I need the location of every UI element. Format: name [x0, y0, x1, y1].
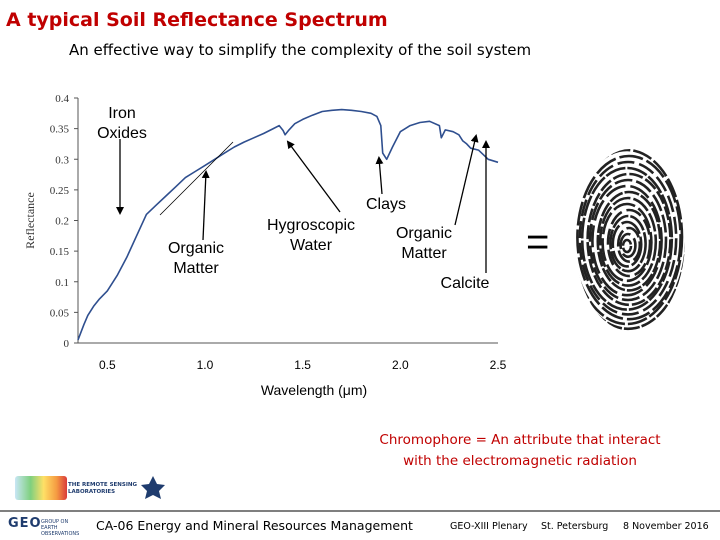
slide-title: A typical Soil Reflectance Spectrum [6, 9, 388, 31]
fingerprint-ridge [621, 238, 633, 254]
fingerprint-ridge [619, 232, 637, 259]
geo-logo: GEO GROUP ON EARTH OBSERVATIONS [8, 516, 79, 538]
annotation-label: Matter [173, 260, 219, 277]
annotation-label: Iron [108, 105, 136, 122]
annotation-label: Matter [401, 245, 447, 262]
fingerprint-ridge [588, 178, 668, 302]
annotation-label: Water [290, 237, 333, 254]
annotation-arrow [201, 170, 210, 241]
y-tick-label: 0.4 [55, 93, 69, 105]
fingerprint-image [575, 149, 685, 331]
y-tick-label: 0.2 [55, 216, 69, 228]
y-tick-label: 0.25 [50, 185, 70, 197]
footer-city: St. Petersburg [541, 521, 609, 532]
y-tick-label: 0.3 [55, 154, 69, 166]
y-tick-label: 0.1 [55, 277, 69, 289]
x-tick-label: 2.0 [392, 358, 409, 372]
fingerprint-ridge [580, 166, 674, 311]
annotation-label: Oxides [97, 125, 147, 142]
footer-date: 8 November 2016 [623, 521, 709, 532]
y-axis-title: Reflectance [23, 192, 37, 249]
annotation-guide-line [159, 141, 234, 216]
fingerprint-ridge [609, 214, 647, 273]
fingerprint-ridge [575, 149, 685, 331]
y-tick-label: 0.35 [50, 124, 70, 136]
chromophore-note: Chromophore = An attribute that interact… [360, 430, 680, 472]
spectrum-line [77, 108, 499, 341]
fingerprint-ridge [616, 226, 642, 263]
annotation-arrow [454, 134, 479, 226]
chromophore-line-1: Chromophore = An attribute that interact [379, 432, 661, 448]
remote-sensing-logo-line-1: THE REMOTE SENSING [68, 482, 138, 488]
geo-logo-mark: GEO [8, 516, 42, 531]
footer-session-title: CA-06 Energy and Mineral Resources Manag… [96, 518, 413, 533]
fingerprint-ridge [596, 190, 662, 292]
fingerprint-ridge [598, 196, 658, 287]
annotation-label: Organic [396, 225, 452, 242]
y-tick-label: 0.15 [50, 246, 70, 258]
y-tick-label: 0 [64, 338, 70, 350]
university-emblem-icon [141, 476, 165, 499]
fingerprint-ridge [575, 149, 684, 326]
y-tick-label: 0.05 [50, 307, 70, 319]
footer-event: GEO-XIII Plenary [450, 521, 528, 532]
chromophore-line-2: with the electromagnetic radiation [403, 453, 637, 469]
fingerprint-ridge [591, 184, 663, 297]
x-tick-label: 0.5 [99, 358, 116, 372]
x-tick-label: 1.0 [197, 358, 214, 372]
geo-logo-sub-line-2: EARTH OBSERVATIONS [41, 525, 80, 537]
annotation-label: Calcite [441, 275, 490, 292]
fingerprint-ridge [611, 220, 643, 268]
fingerprint-ridge [576, 154, 682, 321]
x-axis-title: Wavelength (μm) [261, 382, 367, 398]
x-tick-label: 2.5 [490, 358, 507, 372]
x-tick-label: 1.5 [294, 358, 311, 372]
remote-sensing-logo-line-2: LABORATORIES [68, 489, 116, 495]
geo-logo-sub-line-1: GROUP ON [41, 519, 69, 525]
annotation-arrow [375, 156, 384, 195]
fingerprint-ridge [606, 208, 652, 278]
annotation-arrow [286, 140, 341, 213]
equals-sign: = [526, 220, 550, 264]
geo-logo-subtext: GROUP ON EARTH OBSERVATIONS [41, 519, 81, 537]
fingerprint-ridge [601, 202, 653, 283]
remote-sensing-logo [15, 476, 67, 500]
footer-divider [0, 510, 720, 512]
annotation-label: Hygroscopic [267, 217, 355, 234]
fingerprint-ridge [578, 160, 678, 316]
annotation-label: Organic [168, 240, 224, 257]
slide-subtitle: An effective way to simplify the complex… [69, 41, 532, 59]
remote-sensing-logo-text: THE REMOTE SENSING LABORATORIES [68, 482, 146, 496]
annotation-label: Clays [366, 196, 406, 213]
reflectance-chart: 0 0.05 0.1 0.15 0.2 0.25 0.3 0.35 0.4 0.5 1.0 1.5 2.… [23, 93, 507, 398]
